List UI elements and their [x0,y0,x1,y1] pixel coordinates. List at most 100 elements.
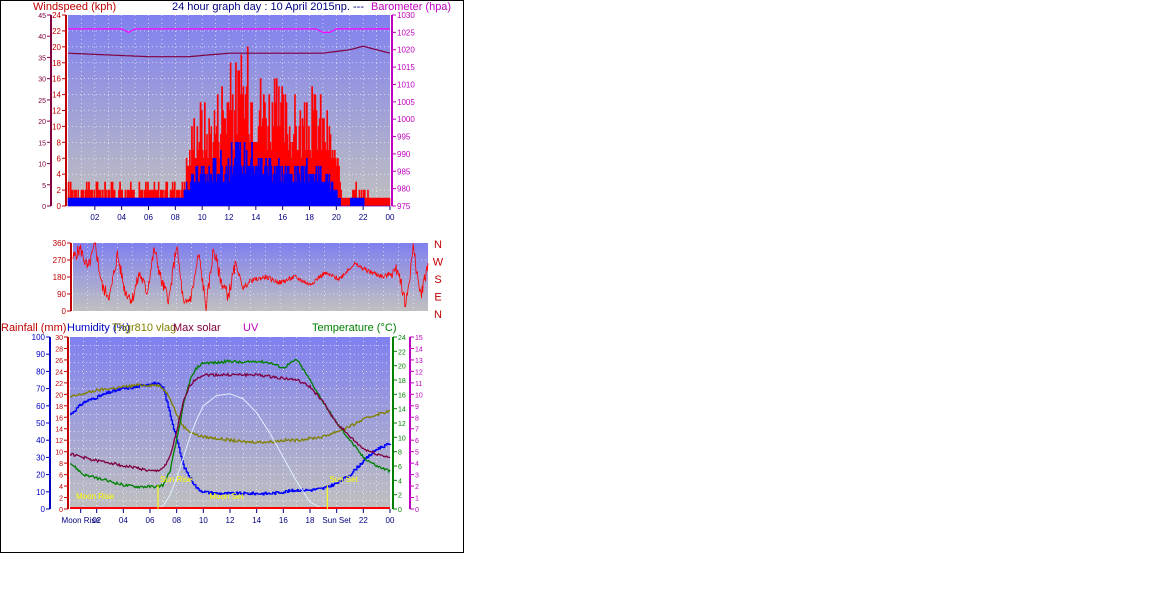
humidity-axis-tick-label: 20 [55,392,63,399]
moon-set-label: Moon Set [209,492,244,501]
wind-direction-series [72,242,429,312]
humidity-axis-tick-label: 10 [55,450,63,457]
climate-x-tick-label: 12 [226,516,235,525]
humidity-axis-tick-label: 16 [55,415,63,422]
dewpoint-series [69,372,391,473]
wind-knots-axis-tick-label: 40 [38,34,46,41]
climate-x-tick-label: 18 [306,516,315,525]
wind-kph-axis-tick-label: 8 [57,138,62,147]
compass-label-n: N [434,309,442,321]
barometer-axis-tick-label: 1020 [397,46,415,55]
graph-title: 24 hour graph day : 10 April 2015np. --- [172,1,364,13]
climate-x-tick-label: 06 [146,516,155,525]
wind-x-tick-label: 20 [332,213,341,222]
temperature-axis-tick-label: 22 [398,349,406,356]
wind-x-tick-label: 08 [171,213,180,222]
wind-x-tick-label: 00 [386,213,395,222]
humidity-axis-tick-label: 22 [55,381,63,388]
rainfall-axis-tick-label: 30 [36,453,45,462]
wind-kph-axis-tick-label: 12 [52,107,61,116]
direction-axis-tick-label: 180 [53,273,67,282]
temperature-axis-tick-label: 18 [398,378,406,385]
compass-label-s: S [434,274,441,286]
humidity-axis-tick-label: 6 [59,473,63,480]
wind-x-tick-label: 02 [90,213,99,222]
wind-knots-axis-tick-label: 30 [38,77,46,84]
rainfall-axis-tick-label: 90 [36,350,45,359]
rainfall-axis-tick-label: 20 [36,471,45,480]
humidity-axis-tick-label: 14 [55,427,63,434]
uv-axis-tick-label: 6 [415,438,419,445]
barometer-axis-tick-label: 1025 [397,28,415,37]
barometer-axis-tick-label: 985 [397,167,411,176]
climate-x-tick-label: 16 [279,516,288,525]
wind-x-tick-label: 10 [198,213,207,222]
direction-axis-tick-label: 270 [53,256,67,265]
direction-grid [72,242,429,312]
station-humidity-series [69,382,391,445]
climate-grid [70,337,390,509]
barometer-axis-label: Barometer (hpa) [371,1,451,13]
compass-label-w: W [433,257,444,269]
wind-knots-axis-tick-label: 45 [38,13,46,20]
wind-x-tick-label: 18 [305,213,314,222]
barometer-axis-tick-label: 1000 [397,115,415,124]
wind-x-tick-label: 16 [278,213,287,222]
rainfall-axis-tick-label: 70 [36,385,45,394]
wind-x-tick-label: 04 [117,213,126,222]
climate-axes: 0102030405060708090100024681012141618202… [32,333,423,525]
climate-x-tick-label: 10 [199,516,208,525]
humidity-axis-tick-label: 4 [59,484,63,491]
climate-x-tick-label: 14 [252,516,261,525]
temperature-axis-tick-label: 10 [398,435,406,442]
wind-x-tick-label: 14 [251,213,260,222]
barometer-axis-tick-label: 975 [397,202,411,211]
uv-axis-tick-label: 9 [415,404,419,411]
barometer-series [67,45,391,58]
wind-gust-series [67,46,391,207]
uv-axis-tick-label: 10 [415,392,423,399]
rainfall-axis-tick-label: 60 [36,402,45,411]
uv-label: UV [243,322,259,334]
climate-x-tick-label: 04 [119,516,128,525]
direction-plot-area [73,243,428,311]
wind-bars [67,28,391,207]
uv-axis-tick-label: 8 [415,415,419,422]
wind-average-series [67,142,390,207]
humidity-series [70,381,392,496]
temperature-axis-label: Temperature (°C) [312,322,396,334]
wind-kph-axis-tick-label: 2 [57,186,62,195]
rainfall-axis-tick-label: 40 [36,436,45,445]
wind-x-tick-label: 12 [225,213,234,222]
uv-axis-tick-label: 12 [415,369,423,376]
uv-axis-tick-label: 7 [415,427,419,434]
wind-kph-axis-tick-label: 4 [57,170,62,179]
uv-axis-tick-label: 11 [415,381,422,388]
uv-axis-tick-label: 15 [415,335,423,342]
barometer-axis-tick-label: 1030 [397,11,415,20]
wind-kph-axis-tick-label: 20 [52,43,61,52]
climate-x-tick-label: 22 [359,516,368,525]
temperature-axis-tick-label: 8 [398,450,402,457]
humidity-axis-tick-label: 30 [55,335,63,342]
rainfall-axis-tick-label: 0 [41,505,46,514]
wind-knots-axis-tick-label: 20 [38,119,46,126]
wind-knots-axis-tick-label: 10 [38,162,46,169]
rainfall-axis-tick-label: 10 [36,488,45,497]
temperature-axis-tick-label: 12 [398,421,406,428]
wind-x-tick-label: 06 [144,213,153,222]
wind-kph-axis-tick-label: 10 [52,122,61,131]
temperature-axis-tick-label: 24 [398,335,406,342]
sun-set-label: Sun Set [329,475,358,484]
barometer-axis-tick-label: 990 [397,150,411,159]
wind-kph-axis-tick-label: 0 [57,202,62,211]
humidity-axis-tick-label: 0 [59,507,63,514]
uv-axis-tick-label: 3 [415,473,419,480]
climate-x-tick-label: Sun Set [322,516,351,525]
humidity-axis-tick-label: 24 [55,369,63,376]
climate-x-tick-label: 00 [386,516,395,525]
uv-axis-tick-label: 0 [415,507,419,514]
compass-label-e: E [434,292,441,304]
climate-x-tick-label: 08 [172,516,181,525]
